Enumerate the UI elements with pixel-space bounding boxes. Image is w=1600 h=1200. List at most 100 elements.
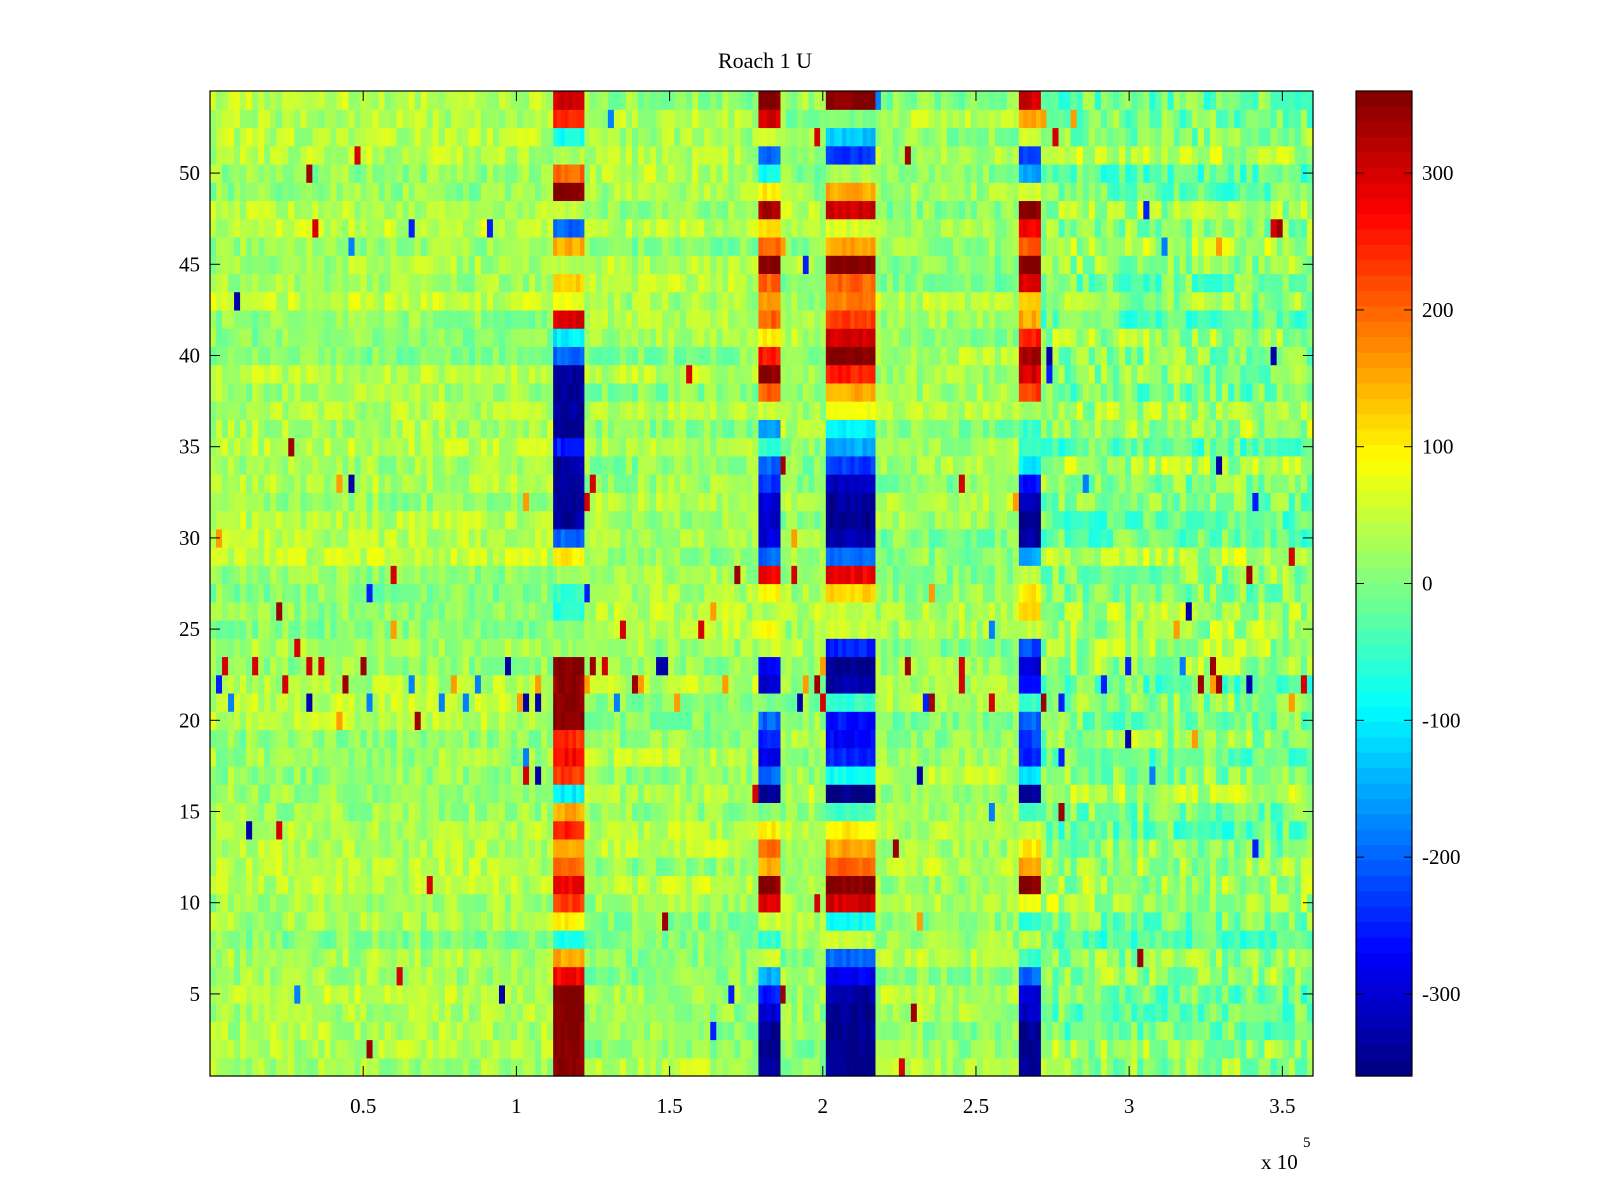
- heatmap-cell: [294, 382, 301, 402]
- heatmap-cell: [607, 619, 615, 639]
- heatmap-cell: [318, 1003, 325, 1022]
- heatmap-cell: [282, 638, 289, 658]
- heatmap-cell: [680, 802, 687, 822]
- heatmap-cell: [625, 729, 633, 749]
- heatmap-cell: [650, 273, 657, 293]
- heatmap-cell: [619, 802, 627, 822]
- heatmap-cell: [814, 547, 821, 566]
- heatmap-cell: [656, 911, 663, 931]
- heatmap-cell: [486, 601, 494, 621]
- heatmap-cell: [330, 474, 338, 493]
- heatmap-cell: [529, 182, 536, 202]
- heatmap-cell: [342, 182, 350, 202]
- heatmap-cell: [390, 127, 398, 147]
- heatmap-cell: [420, 656, 428, 676]
- heatmap-cell: [258, 893, 265, 913]
- heatmap-cell: [791, 1021, 798, 1041]
- heatmap-cell: [480, 802, 488, 822]
- heatmap-cell: [601, 692, 609, 712]
- heatmap-cell: [547, 820, 554, 840]
- heatmap-cell: [808, 401, 815, 420]
- heatmap-cell: [722, 236, 729, 256]
- heatmap-cell: [716, 218, 723, 238]
- heatmap-cell: [704, 838, 711, 858]
- heatmap-cell: [456, 291, 464, 311]
- heatmap-cell: [814, 437, 821, 457]
- heatmap-cell: [420, 875, 428, 895]
- heatmap-cell: [234, 838, 241, 858]
- heatmap-cell: [234, 1039, 241, 1059]
- heatmap-cell: [420, 145, 428, 165]
- heatmap-cell: [342, 218, 350, 238]
- heatmap-cell: [734, 200, 741, 220]
- heatmap-cell: [354, 291, 362, 311]
- heatmap-cell: [589, 1003, 597, 1022]
- heatmap-cell: [294, 930, 301, 949]
- heatmap-cell: [662, 91, 669, 110]
- heatmap-cell: [680, 145, 687, 165]
- heatmap-cell: [390, 1021, 398, 1041]
- heatmap-cell: [270, 747, 277, 767]
- heatmap-cell: [420, 236, 428, 256]
- heatmap-cell: [324, 948, 332, 968]
- heatmap-cell: [252, 401, 259, 420]
- heatmap-cell: [456, 127, 464, 147]
- heatmap-cell: [662, 565, 669, 585]
- heatmap-cell: [216, 200, 223, 220]
- heatmap-cell: [282, 255, 289, 275]
- heatmap-cell: [222, 163, 229, 183]
- heatmap-cell: [637, 802, 645, 822]
- heatmap-cell: [474, 182, 482, 202]
- heatmap-cell: [728, 419, 735, 439]
- heatmap-cell: [791, 802, 798, 822]
- heatmap-cell: [222, 711, 229, 731]
- heatmap-cell: [234, 948, 241, 968]
- heatmap-cell: [228, 455, 235, 475]
- heatmap-cell: [438, 309, 446, 329]
- heatmap-cell: [698, 1003, 705, 1022]
- heatmap-cell: [258, 510, 265, 530]
- heatmap-cell: [797, 492, 804, 512]
- heatmap-cell: [384, 273, 392, 293]
- heatmap-cell: [716, 163, 723, 183]
- heatmap-cell: [348, 802, 356, 822]
- heatmap-cell: [511, 109, 518, 129]
- heatmap-cell: [240, 127, 247, 147]
- heatmap-cell: [728, 364, 735, 384]
- heatmap-cell: [498, 966, 506, 986]
- heatmap-cell: [426, 127, 434, 147]
- heatmap-cell: [619, 510, 627, 530]
- heatmap-cell: [791, 419, 798, 439]
- heatmap-cell: [270, 91, 277, 110]
- heatmap-cell: [498, 601, 506, 621]
- heatmap-cell: [601, 328, 609, 347]
- heatmap-cell: [704, 948, 711, 968]
- heatmap-cell: [234, 255, 241, 275]
- heatmap-cell: [378, 474, 386, 493]
- heatmap-cell: [246, 255, 253, 275]
- heatmap-cell: [808, 729, 815, 749]
- heatmap-cell: [450, 765, 458, 785]
- heatmap-cell: [631, 984, 639, 1004]
- heatmap-cell: [625, 382, 633, 402]
- heatmap-cell: [595, 200, 603, 220]
- heatmap-cell: [462, 857, 470, 876]
- heatmap-cell: [619, 948, 627, 968]
- heatmap-cell: [698, 875, 705, 895]
- heatmap-cell: [686, 930, 693, 949]
- heatmap-cell: [752, 236, 760, 256]
- heatmap-cell: [480, 601, 488, 621]
- heatmap-cell: [511, 200, 518, 220]
- heatmap-cell: [252, 91, 259, 110]
- heatmap-cell: [791, 711, 798, 731]
- heatmap-cell: [402, 419, 410, 439]
- heatmap-cell: [740, 857, 747, 876]
- heatmap-cell: [589, 911, 597, 931]
- heatmap-cell: [378, 966, 386, 986]
- heatmap-cell: [802, 802, 810, 822]
- heatmap-cell: [420, 583, 428, 603]
- heatmap-cell: [529, 984, 536, 1004]
- heatmap-cell: [216, 1039, 223, 1059]
- heatmap-cell: [234, 911, 241, 931]
- heatmap-cell: [704, 565, 711, 585]
